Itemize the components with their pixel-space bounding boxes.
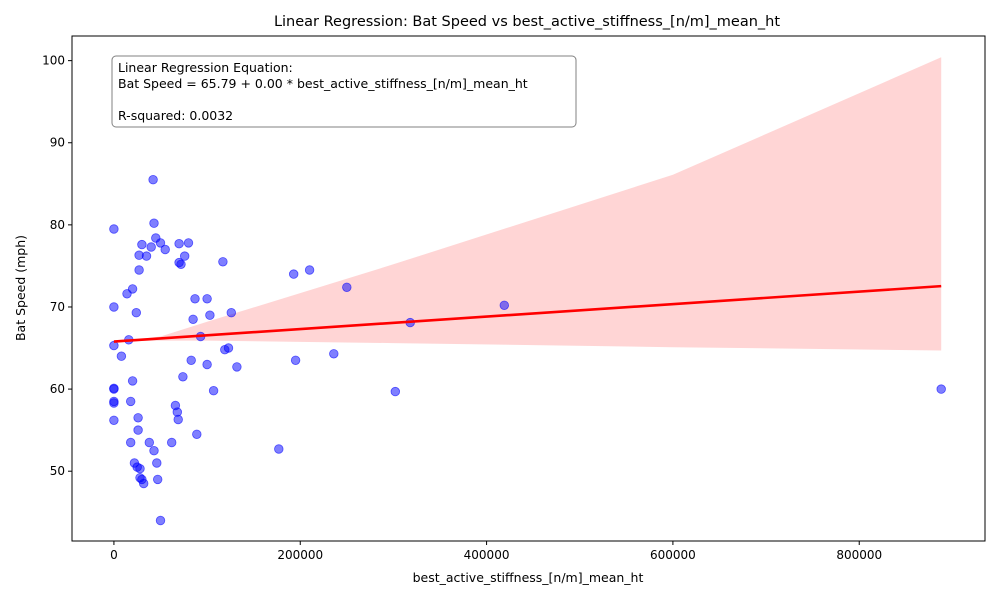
- scatter-point: [226, 308, 237, 318]
- scatter-point: [183, 238, 194, 248]
- confidence-band: [113, 57, 942, 351]
- x-tick-label: 200000: [277, 548, 323, 562]
- scatter-point: [936, 384, 946, 394]
- scatter-point: [125, 437, 136, 448]
- scatter-point: [109, 224, 119, 234]
- y-tick-label: 50: [50, 464, 65, 478]
- y-axis-ticks: 50 60 70 80 90 100: [42, 54, 72, 478]
- annotation-box: Linear Regression Equation: Bat Speed = …: [111, 55, 577, 128]
- x-tick-label: 400000: [464, 548, 510, 562]
- y-tick-label: 70: [50, 300, 65, 314]
- scatter-point: [342, 282, 352, 293]
- x-tick-label: 800000: [836, 548, 882, 562]
- scatter-point: [232, 362, 242, 372]
- x-axis-label: best_active_stiffness_[n/m]_mean_ht: [413, 570, 644, 585]
- scatter-point: [176, 259, 186, 270]
- scatter-point: [109, 340, 119, 351]
- annotation-line-2: Bat Speed = 65.79 + 0.00 * best_active_s…: [118, 76, 528, 91]
- scatter-point: [173, 414, 183, 425]
- scatter-point: [205, 310, 215, 320]
- scatter-point: [499, 300, 510, 311]
- scatter-point: [274, 444, 284, 454]
- scatter-point: [178, 372, 188, 382]
- scatter-point: [152, 458, 162, 468]
- scatter-point: [109, 302, 119, 312]
- scatter-point: [149, 446, 159, 456]
- plot-frame: [71, 35, 986, 542]
- y-tick-label: 80: [50, 218, 65, 232]
- scatter-point: [329, 349, 339, 359]
- scatter-point: [188, 314, 198, 325]
- scatter-point: [160, 244, 170, 255]
- scatter-point: [131, 308, 142, 318]
- regression-line-layer: [113, 284, 942, 343]
- scatter-point: [289, 269, 299, 279]
- annotation-box-frame: [111, 55, 577, 128]
- scatter-point: [133, 425, 143, 435]
- x-tick-label: 0: [110, 548, 118, 562]
- y-tick-label: 100: [42, 54, 65, 68]
- scatter-point: [141, 251, 152, 261]
- scatter-point: [109, 398, 119, 408]
- scatter-point: [134, 265, 144, 275]
- scatter-point: [146, 242, 156, 252]
- scatter-point: [152, 474, 163, 485]
- scatter-point: [155, 515, 166, 526]
- scatter-point: [148, 174, 158, 185]
- scatter-point: [218, 257, 228, 267]
- scatter-point: [109, 384, 119, 394]
- scatter-points-layer: [109, 174, 946, 526]
- regression-line: [113, 284, 942, 343]
- chart-title: Linear Regression: Bat Speed vs best_act…: [274, 14, 780, 30]
- scatter-point: [192, 429, 202, 440]
- y-axis-label: Bat Speed (mph): [13, 235, 28, 341]
- scatter-point: [290, 355, 301, 366]
- scatter-point: [138, 478, 149, 489]
- scatter-point: [109, 415, 119, 426]
- confidence-band-layer: [113, 57, 942, 351]
- scatter-point: [125, 396, 136, 407]
- scatter-point: [223, 343, 234, 353]
- scatter-point: [127, 376, 138, 386]
- scatter-point: [166, 437, 177, 448]
- scatter-point: [133, 413, 143, 423]
- scatter-point: [202, 359, 212, 370]
- scatter-point: [208, 386, 219, 396]
- scatter-point: [135, 464, 145, 474]
- scatter-point: [144, 437, 155, 448]
- scatter-point: [116, 351, 127, 361]
- scatter-point: [186, 355, 196, 366]
- scatter-point: [390, 386, 401, 397]
- scatter-point: [190, 294, 200, 304]
- scatter-point: [202, 294, 212, 304]
- scatter-point: [127, 284, 138, 294]
- scatter-point: [137, 239, 147, 250]
- scatter-point: [304, 265, 315, 275]
- annotation-line-3: R-squared: 0.0032: [118, 108, 233, 123]
- scatter-point: [174, 238, 184, 249]
- x-axis-ticks: 0 200000 400000 600000 800000: [110, 541, 882, 562]
- scatter-point: [155, 238, 166, 248]
- y-tick-label: 60: [50, 382, 65, 396]
- scatter-point: [179, 251, 190, 261]
- x-tick-label: 600000: [650, 548, 696, 562]
- scatter-point: [149, 218, 159, 228]
- annotation-line-1: Linear Regression Equation:: [118, 60, 293, 75]
- y-tick-label: 90: [50, 136, 65, 150]
